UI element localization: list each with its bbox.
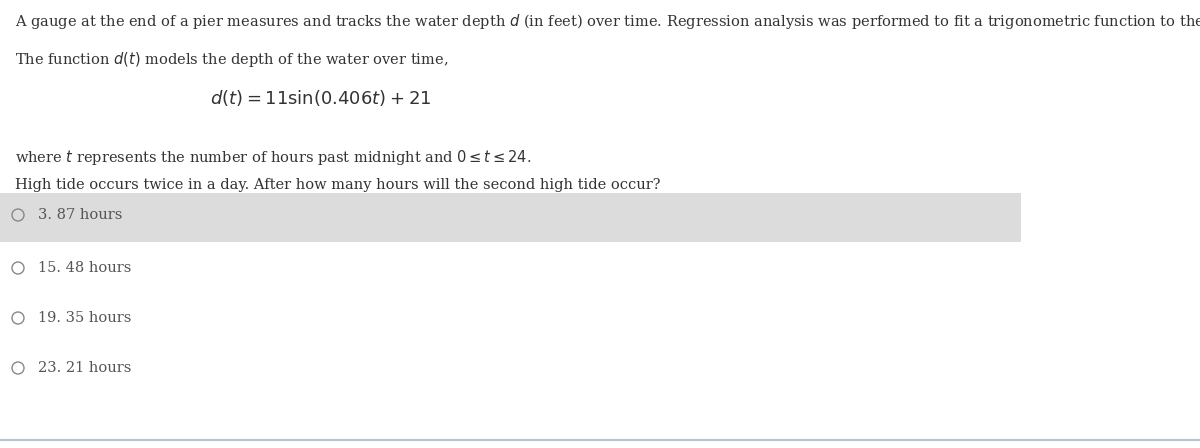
Text: $d(t) = 11\sin(0.406t) + 21$: $d(t) = 11\sin(0.406t) + 21$ [210,88,431,108]
Text: The function $d(t)$ models the depth of the water over time,: The function $d(t)$ models the depth of … [14,50,449,69]
Bar [0,193,1021,242]
Text: 23. 21 hours: 23. 21 hours [38,361,131,375]
Text: High tide occurs twice in a day. After how many hours will the second high tide : High tide occurs twice in a day. After h… [14,178,660,192]
Text: where $t$ represents the number of hours past midnight and $0 \leq t \leq 24$.: where $t$ represents the number of hours… [14,148,532,167]
Text: 15. 48 hours: 15. 48 hours [38,261,131,275]
Text: A gauge at the end of a pier measures and tracks the water depth $d$ (in feet) o: A gauge at the end of a pier measures an… [14,12,1200,31]
Text: 3. 87 hours: 3. 87 hours [38,208,122,222]
Text: 19. 35 hours: 19. 35 hours [38,311,131,325]
